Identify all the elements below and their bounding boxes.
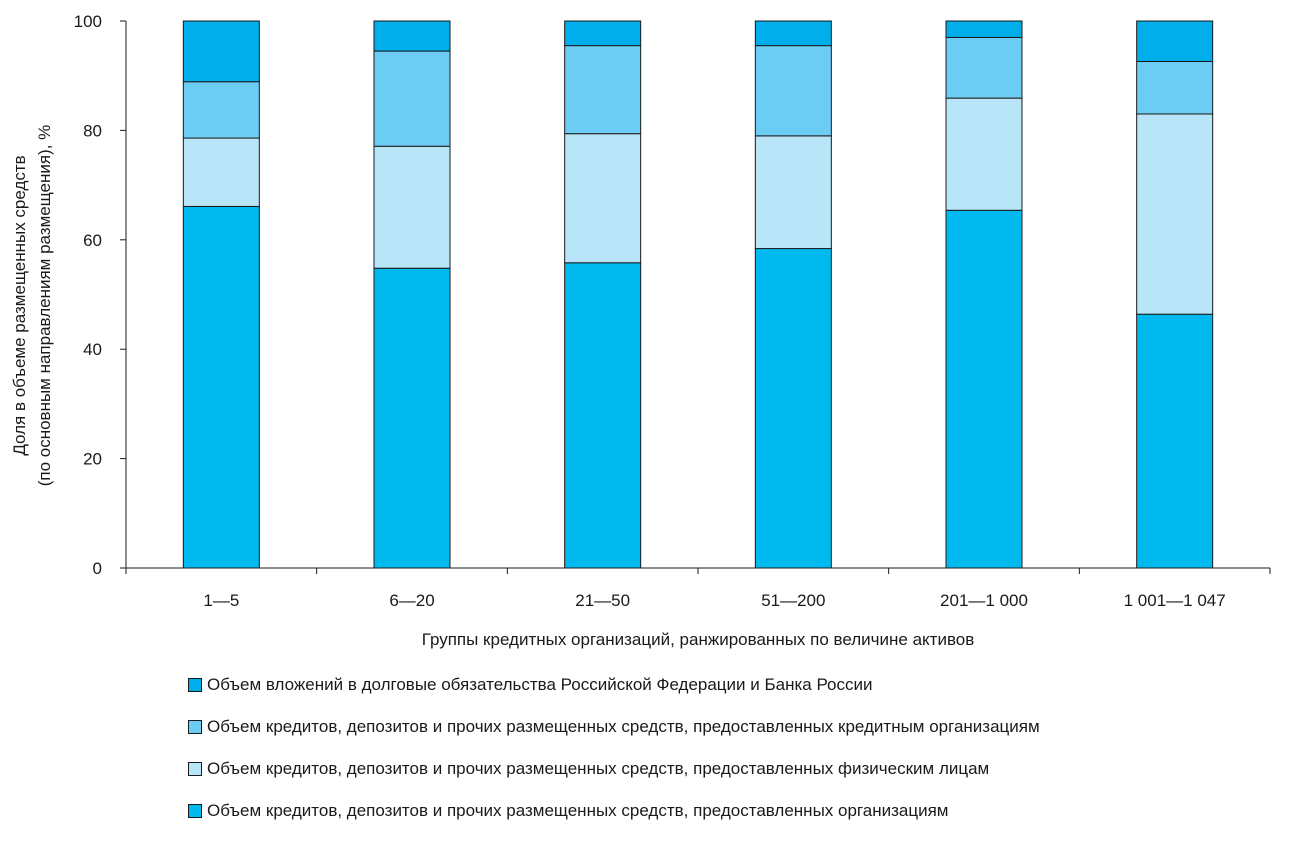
legend-label: Объем вложений в долговые обязательства … xyxy=(207,675,873,694)
bar-segment-5-series-1 xyxy=(945,209,1023,569)
bar-segment-1-series-1 xyxy=(182,205,260,569)
bar-segment-2-series-4 xyxy=(373,20,451,52)
bar-segment-3-series-3 xyxy=(564,45,642,135)
legend-swatch xyxy=(188,762,202,776)
y-tick-label: 20 xyxy=(83,450,102,469)
x-tick-label: 51—200 xyxy=(761,591,825,610)
legend-swatch xyxy=(188,678,202,692)
legend-swatch xyxy=(188,720,202,734)
bar-segment-2-series-3 xyxy=(373,50,451,147)
bar-segment-2-series-1 xyxy=(373,267,451,569)
bar-segment-4-series-2 xyxy=(754,135,832,250)
x-tick-label: 6—20 xyxy=(389,591,434,610)
y-axis-title-line2: (по основным направлениям размещения), % xyxy=(35,125,54,487)
stacked-bar-chart: 0 20 40 60 80 100 1—5 6—20 21—50 51—200 201—1 000 1… xyxy=(10,12,1271,649)
legend-item-1: Объем вложений в долговые обязательства … xyxy=(188,674,1288,696)
bar-segment-3-series-2 xyxy=(564,133,642,264)
bar-segment-5-series-3 xyxy=(945,36,1023,99)
legend-label: Объем кредитов, депозитов и прочих разме… xyxy=(207,717,1040,736)
bar-segment-4-series-3 xyxy=(754,45,832,137)
y-tick-label: 60 xyxy=(83,231,102,250)
legend-item-2: Объем кредитов, депозитов и прочих разме… xyxy=(188,716,1288,738)
bar-segment-6-series-1 xyxy=(1136,313,1214,569)
bar-segment-5-series-2 xyxy=(945,97,1023,211)
x-tick-label: 1—5 xyxy=(203,591,239,610)
y-tick-label: 0 xyxy=(93,559,102,578)
bar-segment-1-series-2 xyxy=(182,137,260,207)
legend-item-3: Объем кредитов, депозитов и прочих разме… xyxy=(188,758,1288,780)
y-tick-label: 100 xyxy=(74,12,102,31)
bar-segment-1-series-4 xyxy=(182,20,260,83)
x-axis-title: Группы кредитных организаций, ранжирован… xyxy=(422,630,975,649)
x-tick-label: 21—50 xyxy=(575,591,630,610)
legend-swatch xyxy=(188,804,202,818)
bar-segment-5-series-4 xyxy=(945,20,1023,38)
bar-segment-3-series-4 xyxy=(564,20,642,47)
legend-label: Объем кредитов, депозитов и прочих разме… xyxy=(207,801,949,820)
x-tick-label: 201—1 000 xyxy=(940,591,1028,610)
legend-item-4: Объем кредитов, депозитов и прочих разме… xyxy=(188,800,1288,822)
bar-segment-4-series-1 xyxy=(754,248,832,569)
bar-segment-6-series-2 xyxy=(1136,113,1214,315)
bar-segment-4-series-4 xyxy=(754,20,832,47)
y-tick-label: 40 xyxy=(83,340,102,359)
bar-segment-2-series-2 xyxy=(373,145,451,269)
bar-segment-3-series-1 xyxy=(564,262,642,569)
chart-area: 0 20 40 60 80 100 1—5 6—20 21—50 51—200 201—1 000 1… xyxy=(10,12,1271,649)
x-tick-label: 1 001—1 047 xyxy=(1124,591,1226,610)
bar-segment-6-series-3 xyxy=(1136,60,1214,115)
bar-segment-6-series-4 xyxy=(1136,20,1214,62)
y-axis-title-line1: Доля в объеме размещенных средств xyxy=(10,155,29,455)
bar-segment-1-series-3 xyxy=(182,81,260,139)
legend: Объем вложений в долговые обязательства … xyxy=(188,674,1288,842)
y-tick-label: 80 xyxy=(83,121,102,140)
legend-label: Объем кредитов, депозитов и прочих разме… xyxy=(207,759,990,778)
